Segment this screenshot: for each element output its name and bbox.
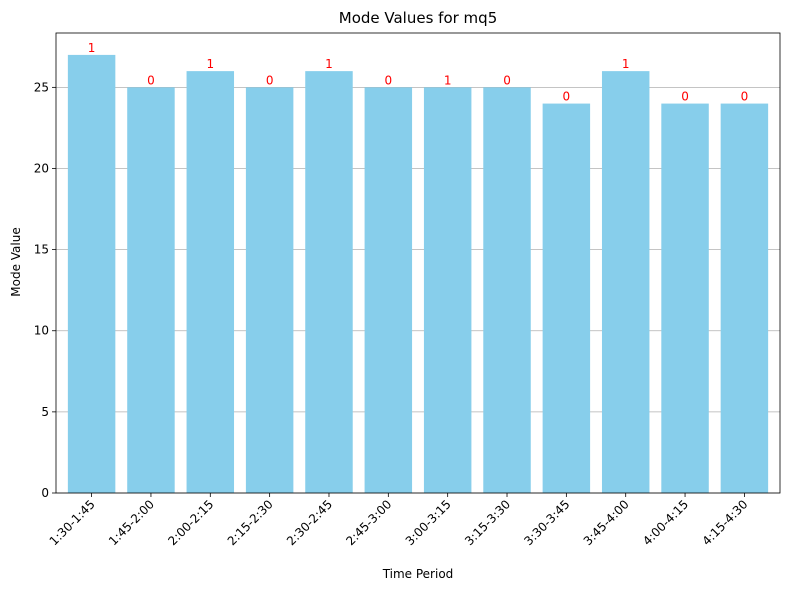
bar: [305, 71, 353, 494]
data-label: 0: [503, 73, 511, 87]
bar: [67, 54, 116, 494]
bar: [364, 87, 413, 493]
bar: [423, 87, 472, 493]
data-label: 0: [741, 90, 749, 104]
y-tick-label: 0: [41, 486, 49, 500]
data-label: 1: [88, 41, 96, 55]
bar: [542, 103, 591, 494]
bar: [661, 103, 709, 494]
data-labels: 1 0 1 0 1 0 1 0 0 1 0 0: [88, 41, 748, 104]
data-label: 1: [622, 57, 630, 71]
y-tick-label: 20: [34, 161, 49, 175]
y-axis-label: Mode Value: [9, 227, 23, 296]
data-label: 0: [266, 73, 274, 87]
bar: [186, 71, 235, 494]
data-label: 0: [563, 90, 571, 104]
chart-title: Mode Values for mq5: [339, 9, 497, 27]
data-label: 1: [206, 57, 214, 71]
bar: [720, 103, 769, 494]
data-label: 0: [147, 73, 155, 87]
data-label: 1: [444, 73, 452, 87]
bars: [67, 54, 769, 494]
data-label: 1: [325, 57, 333, 71]
y-tick-label: 25: [34, 80, 49, 94]
y-tick-label: 5: [41, 405, 49, 419]
bar: [483, 87, 531, 493]
bar: [245, 87, 294, 493]
x-axis-label: Time Period: [382, 567, 454, 581]
y-axis-ticks: 0 5 10 15 20 25: [34, 80, 56, 500]
y-tick-label: 10: [34, 324, 49, 338]
bar: [601, 71, 650, 494]
data-label: 0: [385, 73, 393, 87]
plot-frame: [55, 32, 781, 494]
data-label: 0: [681, 90, 689, 104]
bar: [127, 87, 175, 493]
y-tick-label: 15: [34, 243, 49, 257]
axes-frame: [55, 32, 781, 494]
